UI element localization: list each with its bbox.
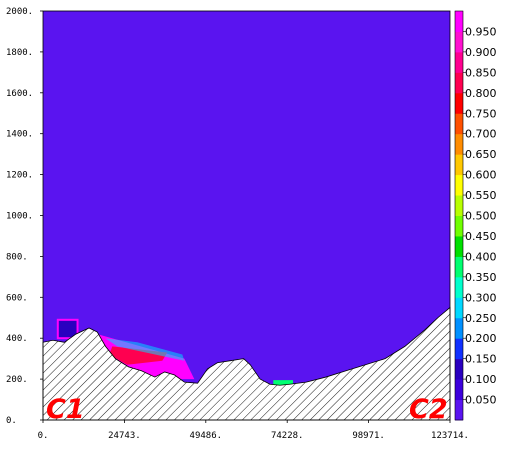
plume-features: [56, 318, 294, 387]
colorbar: 0.050 0.100 0.150 0.200 0.250 0.300 0.350 0.400…: [454, 10, 497, 421]
colorbar-label: 0.450: [465, 230, 497, 243]
colorbar-label: 0.550: [465, 189, 497, 202]
colorbar-swatch: [455, 174, 463, 196]
colorbar-swatch: [455, 358, 463, 380]
feature-slope-plume-fringe: [105, 338, 185, 361]
terrain-hatch: [42, 306, 451, 421]
colorbar-label: 0.250: [465, 312, 497, 325]
y-tick-label: 1000.: [6, 212, 33, 222]
y-tick-label: 2000.: [6, 7, 33, 17]
y-tick-label: 400.: [6, 334, 28, 344]
y-axis: 0. 200. 400. 600. 800. 1000. 1200. 1400. 1600. 18…: [6, 7, 43, 426]
x-tick-label: 74228.: [271, 431, 304, 441]
colorbar-label: 0.350: [465, 271, 497, 284]
colorbar-label: 0.700: [465, 128, 497, 141]
colorbar-swatch: [455, 235, 463, 257]
colorbar-label: 0.900: [465, 46, 497, 59]
y-tick-label: 1200.: [6, 171, 33, 181]
colorbar-swatch: [455, 256, 463, 278]
colorbar-swatch: [455, 31, 463, 53]
colorbar-swatch: [455, 195, 463, 216]
colorbar-label: 0.100: [465, 373, 497, 386]
colorbar-swatch: [455, 133, 463, 155]
colorbar-label: 0.850: [465, 66, 497, 79]
x-axis: 0. 24743. 49486. 74228. 98971. 123714.: [38, 420, 469, 441]
colorbar-swatch: [455, 51, 463, 73]
colorbar-label: 0.500: [465, 210, 497, 223]
colorbar-swatch: [455, 92, 463, 114]
feature-valley-trace: [273, 380, 294, 387]
colorbar-swatch: [455, 338, 463, 360]
colorbar-label: 0.150: [465, 353, 497, 366]
colorbar-swatch: [455, 11, 463, 32]
x-tick-label: 98971.: [352, 431, 385, 441]
x-tick-label: 24743.: [108, 431, 141, 441]
feature-C1-cell: [56, 318, 79, 340]
colorbar-swatch: [455, 276, 463, 298]
x-tick-label: 0.: [38, 431, 49, 441]
colorbar-swatch: [455, 379, 463, 401]
y-tick-label: 600.: [6, 293, 28, 303]
colorbar-swatch: [455, 72, 463, 94]
colorbar-label: 0.200: [465, 332, 497, 345]
x-tick-label: 49486.: [190, 431, 223, 441]
colorbar-label: 0.400: [465, 250, 497, 263]
y-tick-label: 1400.: [6, 130, 33, 140]
x-tick-label: 123714.: [431, 431, 469, 441]
y-tick-label: 1600.: [6, 89, 33, 99]
colorbar-swatch: [455, 317, 463, 339]
colorbar-label: 0.050: [465, 394, 497, 407]
colorbar-swatch: [455, 215, 463, 237]
colorbar-label: 0.950: [465, 25, 497, 38]
plot-area: [42, 10, 451, 421]
colorbar-label: 0.650: [465, 148, 497, 161]
y-tick-label: 200.: [6, 375, 28, 385]
y-tick-label: 800.: [6, 252, 28, 262]
y-tick-label: 1800.: [6, 48, 33, 58]
annotation-c2: C2: [409, 394, 448, 425]
colorbar-swatch: [455, 399, 463, 421]
colorbar-swatch: [455, 297, 463, 319]
colorbar-swatch: [455, 113, 463, 135]
colorbar-label: 0.800: [465, 87, 497, 100]
annotation-c1: C1: [46, 394, 85, 425]
colorbar-label: 0.300: [465, 291, 497, 304]
colorbar-swatch: [455, 154, 463, 176]
colorbar-label: 0.750: [465, 107, 497, 120]
y-tick-label: 0.: [6, 416, 17, 426]
colorbar-label: 0.600: [465, 169, 497, 182]
